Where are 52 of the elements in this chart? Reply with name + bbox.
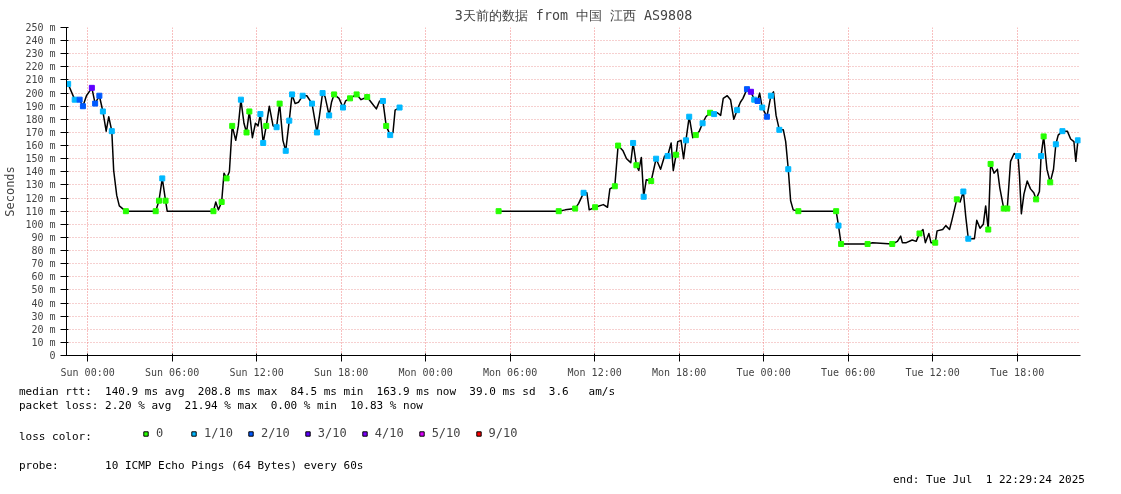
legend-title: loss color: [18,429,92,445]
text: packet loss: 2.20 % avg 21.94 % max 0.00 % min 10.83 % now [19,399,424,413]
y-tick-label: 70 m [31,258,56,270]
legend-label: 9/10 [488,426,518,440]
y-tick-label: 10 m [31,336,56,348]
x-tick-label: Tue 00:00 [736,366,791,378]
legend-label: 0 [156,426,165,440]
y-tick-label: 60 m [31,271,56,283]
y-tick-label: 230 m [25,48,56,60]
legend-label: 5/10 [431,426,461,440]
x-tick-label: Tue 18:00 [990,366,1045,378]
y-tick-label: 80 m [31,245,56,257]
x-tick-label: Tue 12:00 [905,366,960,378]
x-tick-label: Sun 00:00 [60,366,115,378]
y-tick-label: 170 m [25,126,56,138]
y-tick-label: 120 m [25,192,56,204]
y-tick-label: 40 m [31,297,56,309]
x-tick-label: Mon 12:00 [567,366,622,378]
y-tick-label: 220 m [25,61,56,73]
x-tick-label: Sun 12:00 [229,366,284,378]
y-tick-label: 190 m [25,100,56,112]
y-tick-label: 180 m [25,113,56,125]
y-tick-label: 100 m [25,218,56,230]
y-tick-label: 200 m [25,87,56,99]
y-tick-label: 130 m [25,179,56,191]
x-tick-label: Mon 06:00 [483,366,538,378]
y-tick-label: 90 m [31,231,56,243]
text: probe: 10 ICMP Echo Pings (64 Bytes) every 60s [19,459,365,473]
legend-label: 3/10 [317,426,347,440]
text: median rtt: 140.9 ms avg 208.8 ms max 84.5 ms min 163.9 ms now 39.0 ms sd 3.6 am/s [19,385,617,399]
y-tick-label: 240 m [25,35,56,47]
y-axis-title: Seconds [3,166,18,217]
y-tick-label: 150 m [25,153,56,165]
y-tick-label: 30 m [31,310,56,322]
x-tick-label: Sun 06:00 [145,366,200,378]
y-tick-label: 20 m [31,323,56,335]
chart-title: 3天前的数据 from 中国 江西 AS9808 [454,7,693,23]
x-tick-label: Mon 00:00 [398,366,453,378]
x-tick-label: Sun 18:00 [314,366,369,378]
y-tick-label: 140 m [25,166,56,178]
y-tick-label: 210 m [25,74,56,86]
y-tick-label: 0 [49,350,56,361]
legend-label: 4/10 [374,426,404,440]
x-tick-label: Mon 18:00 [652,366,707,378]
y-tick-label: 160 m [25,140,56,152]
legend-label: 2/10 [260,426,290,440]
legend-label: 1/10 [204,426,233,440]
y-tick-label: 250 m [25,22,56,33]
x-tick-label: Tue 06:00 [821,366,876,378]
y-tick-label: 50 m [31,284,56,296]
y-tick-label: 110 m [25,205,56,217]
text: end: Tue Jul 1 22:29:24 2025 [891,473,1085,487]
